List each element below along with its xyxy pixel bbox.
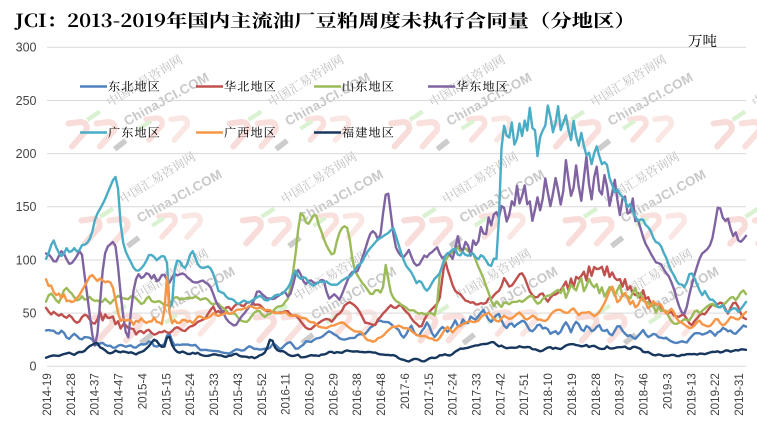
svg-text:2019-22: 2019-22 bbox=[709, 373, 722, 416]
svg-text:2017-24: 2017-24 bbox=[447, 373, 460, 416]
svg-text:2017-6: 2017-6 bbox=[399, 373, 412, 409]
svg-text:2014-19: 2014-19 bbox=[41, 373, 54, 416]
svg-text:2018-19: 2018-19 bbox=[566, 373, 579, 416]
svg-text:2015-15: 2015-15 bbox=[160, 373, 173, 416]
svg-text:2019-31: 2019-31 bbox=[733, 373, 746, 416]
svg-text:2019-3: 2019-3 bbox=[661, 373, 674, 409]
svg-text:2019-13: 2019-13 bbox=[685, 373, 698, 416]
svg-text:2017-51: 2017-51 bbox=[518, 373, 531, 416]
svg-text:150: 150 bbox=[16, 200, 37, 214]
svg-text:0: 0 bbox=[30, 360, 37, 374]
svg-text:2016-11: 2016-11 bbox=[280, 373, 293, 415]
svg-text:2017-33: 2017-33 bbox=[471, 373, 484, 416]
svg-text:2015-24: 2015-24 bbox=[184, 373, 197, 416]
svg-text:2018-37: 2018-37 bbox=[614, 373, 627, 416]
svg-text:2015-4: 2015-4 bbox=[136, 373, 149, 410]
svg-text:2018-10: 2018-10 bbox=[542, 373, 555, 416]
svg-text:100: 100 bbox=[16, 253, 37, 267]
svg-text:2018-28: 2018-28 bbox=[590, 373, 603, 416]
svg-text:2014-37: 2014-37 bbox=[89, 373, 102, 416]
svg-text:2015-43: 2015-43 bbox=[232, 373, 245, 416]
svg-text:2016-38: 2016-38 bbox=[351, 373, 364, 416]
svg-text:2015-33: 2015-33 bbox=[208, 373, 221, 416]
svg-text:200: 200 bbox=[16, 147, 37, 161]
svg-text:300: 300 bbox=[16, 41, 37, 55]
svg-text:2018-46: 2018-46 bbox=[638, 373, 651, 416]
svg-text:2014-28: 2014-28 bbox=[65, 373, 78, 416]
svg-text:2014-47: 2014-47 bbox=[113, 373, 126, 416]
svg-text:2015-52: 2015-52 bbox=[256, 373, 269, 416]
svg-text:50: 50 bbox=[23, 306, 37, 320]
svg-text:2016-48: 2016-48 bbox=[375, 373, 388, 416]
svg-text:250: 250 bbox=[16, 94, 37, 108]
svg-text:2017-42: 2017-42 bbox=[494, 373, 507, 416]
svg-text:2016-29: 2016-29 bbox=[327, 373, 340, 416]
svg-text:2017-15: 2017-15 bbox=[423, 373, 436, 416]
svg-text:2016-20: 2016-20 bbox=[304, 373, 317, 416]
